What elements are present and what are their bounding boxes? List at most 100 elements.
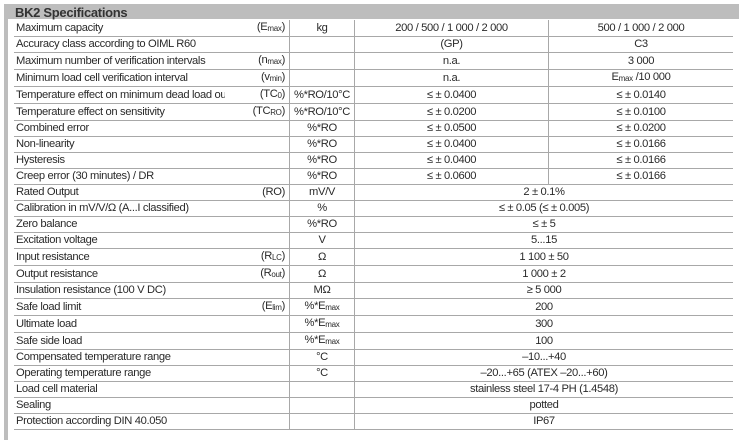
spec-unit: mV/V — [289, 184, 355, 201]
spec-symbol — [225, 216, 290, 233]
text-segment: ≤ ± 0.0200 — [426, 105, 477, 118]
spec-symbol: (Elim) — [225, 298, 290, 316]
spec-label: Zero balance — [14, 216, 225, 233]
spec-unit: %*RO/10°C — [289, 103, 355, 121]
spec-symbol — [225, 232, 290, 249]
spec-unit — [289, 381, 355, 398]
spec-unit: % — [289, 200, 355, 217]
text-segment: ≤ ± 0.0400 — [426, 88, 477, 101]
spec-value-all: 200 — [354, 298, 733, 316]
spec-value-variant-2: ≤ ± 0.0140 — [548, 86, 733, 104]
text-segment: %*RO — [307, 154, 337, 166]
spec-label: Safe load limit — [14, 298, 225, 316]
spec-value-all: IP67 — [354, 413, 733, 430]
spec-symbol — [225, 332, 290, 350]
spec-value-variant-1: ≤ ± 0.0400 — [354, 86, 549, 104]
text-segment: LC — [271, 253, 282, 262]
spec-symbol — [225, 200, 290, 217]
spec-label: Compensated temperature range — [14, 349, 225, 366]
spec-value-all: ≥ 5 000 — [354, 282, 733, 299]
spec-value-all: ≤ ± 0.05 (≤ ± 0.005) — [354, 200, 733, 217]
spec-unit: °C — [289, 365, 355, 382]
spec-symbol: (Emax) — [225, 20, 290, 37]
spec-label: Insulation resistance (100 V DC) — [14, 282, 225, 299]
spec-symbol — [225, 152, 290, 169]
spec-unit: %*RO — [289, 136, 355, 153]
text-segment: ≤ ± 0.0200 — [616, 122, 666, 134]
text-segment: 500 / 1 000 / 2 000 — [597, 21, 685, 34]
text-segment: 100 — [535, 334, 553, 347]
spec-label: Temperature effect on minimum dead load … — [14, 86, 225, 104]
text-segment: %*RO — [307, 122, 337, 134]
spec-unit — [289, 36, 355, 53]
spec-unit: %*RO — [289, 216, 355, 233]
text-segment: %*RO — [307, 138, 337, 150]
spec-label: Rated Output — [14, 184, 225, 201]
spec-value-variant-1: 200 / 500 / 1 000 / 2 000 — [354, 20, 549, 37]
spec-value-all: potted — [354, 397, 733, 414]
text-segment: min — [269, 74, 282, 83]
spec-label: Temperature effect on sensitivity — [14, 103, 225, 121]
text-segment: (TC — [252, 105, 271, 117]
spec-label: Accuracy class according to OIML R60 — [14, 36, 225, 53]
spec-label: Protection according DIN 40.050 — [14, 413, 225, 430]
spec-unit — [289, 52, 355, 70]
spec-unit: Ω — [289, 248, 355, 266]
text-segment: kg — [316, 21, 328, 34]
text-segment: 200 / 500 / 1 000 / 2 000 — [395, 21, 508, 34]
table-row: Maximum number of verification intervals… — [14, 52, 733, 70]
text-segment: °C — [316, 367, 328, 379]
spec-label: Excitation voltage — [14, 232, 225, 249]
table-row: Ultimate load %*Emax 300 — [14, 315, 733, 333]
text-segment: ≤ ± 0.0400 — [426, 138, 477, 150]
text-segment: ≤ ± 0.0500 — [426, 122, 477, 134]
text-segment: %*RO — [307, 218, 337, 230]
spec-symbol: (Rout) — [225, 265, 290, 283]
spec-value-variant-1: ≤ ± 0.0400 — [354, 152, 549, 169]
spec-value-variant-2: ≤ ± 0.0200 — [548, 120, 733, 137]
text-segment: out — [271, 270, 282, 279]
spec-label: Sealing — [14, 397, 225, 414]
spec-label: Minimum load cell verification interval — [14, 69, 225, 87]
table-row: Output resistance (Rout) Ω 1 000 ± 2 — [14, 265, 733, 283]
spec-symbol — [225, 365, 290, 382]
text-segment: max — [325, 303, 340, 312]
spec-symbol — [225, 282, 290, 299]
text-segment: V — [318, 234, 326, 246]
text-segment: ≤ ± 0.0400 — [426, 154, 477, 166]
text-segment: 0 — [277, 91, 282, 100]
spec-symbol — [225, 315, 290, 333]
spec-value-all: 1 000 ± 2 — [354, 265, 733, 283]
spec-unit — [289, 69, 355, 87]
spec-value-variant-1: n.a. — [354, 52, 549, 70]
spec-symbol — [225, 120, 290, 137]
table-row: Operating temperature range °C –20...+65 (… — [14, 365, 733, 382]
text-segment: ) — [281, 21, 286, 33]
text-segment: 3 000 — [627, 54, 655, 67]
spec-label: Input resistance — [14, 248, 225, 266]
spec-unit: %*RO — [289, 152, 355, 169]
text-segment: ≤ ± 0.0166 — [616, 138, 666, 150]
spec-value-all: 1 100 ± 50 — [354, 248, 733, 266]
text-segment: ≤ ± 0.05 (≤ ± 0.005) — [498, 202, 590, 214]
spec-value-variant-2: Emax /10 000 — [548, 69, 733, 87]
text-segment: %*E — [304, 334, 326, 346]
spec-symbol: (RLC) — [225, 248, 290, 266]
spec-value-all: –10...+40 — [354, 349, 733, 366]
table-row: Accuracy class according to OIML R60 (GP)… — [14, 36, 733, 53]
text-segment: lim — [272, 303, 282, 312]
table-row: Combined error %*RO ≤ ± 0.0500 ≤ ± 0.0200 — [14, 120, 733, 137]
spec-symbol — [225, 136, 290, 153]
spec-symbol: (RO) — [225, 184, 290, 201]
text-segment: mV/V — [309, 186, 335, 198]
spec-unit: kg — [289, 20, 355, 37]
text-segment: n.a. — [442, 71, 461, 84]
spec-label: Calibration in mV/V/Ω (A...I classified) — [14, 200, 225, 217]
text-segment: % — [317, 202, 327, 214]
spec-symbol — [225, 349, 290, 366]
spec-value-variant-1: ≤ ± 0.0500 — [354, 120, 549, 137]
spec-label: Maximum number of verification intervals — [14, 52, 225, 70]
text-segment: (TC — [259, 88, 278, 100]
text-segment: MΩ — [313, 284, 331, 296]
text-segment: ≤ ± 5 — [532, 218, 556, 230]
